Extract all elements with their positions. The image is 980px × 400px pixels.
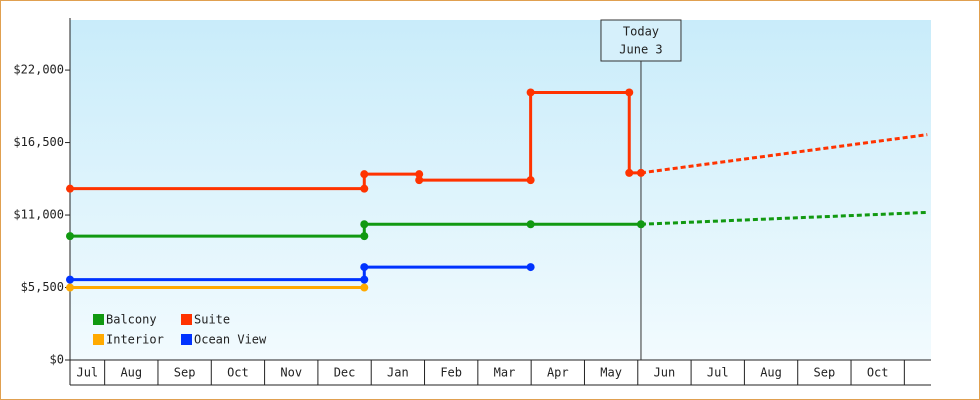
x-tick-label: Jan: [387, 366, 409, 380]
legend-swatch: [181, 314, 192, 325]
today-label: Today: [623, 25, 659, 39]
x-tick-label: Sep: [174, 366, 196, 380]
point: [66, 184, 74, 193]
legend-swatch: [93, 334, 104, 345]
point: [636, 168, 645, 177]
x-tick-label: Oct: [867, 366, 889, 380]
point: [360, 232, 369, 241]
point: [526, 263, 535, 272]
point: [360, 275, 369, 284]
point: [66, 275, 74, 284]
point: [66, 232, 74, 241]
point: [636, 220, 645, 229]
today-box: [600, 19, 682, 62]
point: [360, 263, 369, 272]
x-tick-label: Apr: [547, 366, 569, 380]
x-tick-label: Feb: [440, 366, 462, 380]
x-tick-label: Aug: [120, 366, 142, 380]
forecast-line: [640, 133, 928, 175]
point: [625, 168, 634, 177]
x-tick-label: Nov: [280, 366, 302, 380]
x-tick-label: Oct: [227, 366, 249, 380]
x-tick-label: Sep: [814, 366, 836, 380]
point: [360, 170, 369, 179]
y-tick-label: $11,000: [13, 208, 64, 222]
legend-swatch: [93, 314, 104, 325]
point: [360, 283, 369, 292]
point: [360, 220, 369, 229]
point: [526, 220, 535, 229]
y-tick-label: $22,000: [13, 63, 64, 77]
point: [526, 88, 535, 97]
point: [415, 170, 424, 179]
x-tick-label: Jul: [76, 366, 98, 380]
x-tick-label: Jun: [654, 366, 676, 380]
today-label: June 3: [619, 43, 662, 57]
legend-label: Suite: [194, 313, 230, 327]
y-tick-label: $16,500: [13, 135, 64, 149]
legend-label: Interior: [106, 333, 164, 347]
series-line: [70, 90, 641, 191]
point: [625, 88, 634, 97]
legend-swatch: [181, 334, 192, 345]
y-tick-label: $5,500: [21, 280, 64, 294]
x-tick-label: May: [600, 366, 622, 380]
x-tick-label: Jul: [707, 366, 729, 380]
series-line: [70, 265, 531, 282]
legend-label: Balcony: [106, 313, 157, 327]
x-tick-label: Mar: [494, 366, 516, 380]
point: [360, 184, 369, 193]
x-tick-label: Aug: [760, 366, 782, 380]
x-tick-label: Dec: [334, 366, 356, 380]
point: [415, 176, 424, 185]
point: [526, 176, 535, 185]
point: [66, 283, 74, 292]
y-tick-label: $0: [50, 353, 64, 367]
legend-label: Ocean View: [194, 333, 267, 347]
